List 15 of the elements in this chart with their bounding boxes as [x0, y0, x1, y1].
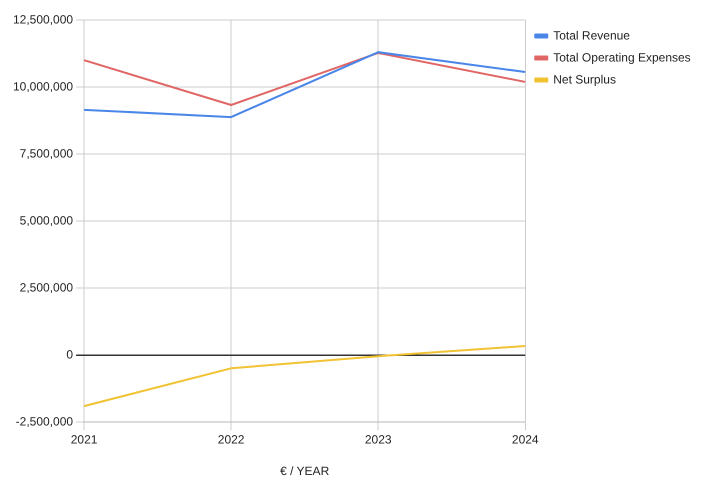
legend-label: Total Operating Expenses — [553, 50, 691, 64]
y-tick-label: 10,000,000 — [12, 79, 74, 94]
x-tick-label: 2024 — [512, 432, 539, 447]
legend-label: Net Surplus — [553, 72, 616, 86]
x-tick-label: 2022 — [218, 432, 245, 447]
y-tick-label: 2,500,000 — [20, 280, 74, 294]
y-tick-label: 0 — [66, 347, 74, 362]
x-tick-label: 2021 — [70, 432, 98, 447]
x-axis-title: € / YEAR — [280, 464, 330, 478]
x-tick-label: 2023 — [364, 432, 392, 447]
y-tick-label: 12,500,000 — [12, 12, 74, 26]
y-tick-label: 5,000,000 — [20, 213, 74, 228]
legend-label: Total Revenue — [553, 28, 630, 42]
y-tick-label: 7,500,000 — [20, 146, 74, 160]
y-tick-label: -2,500,000 — [16, 414, 74, 429]
